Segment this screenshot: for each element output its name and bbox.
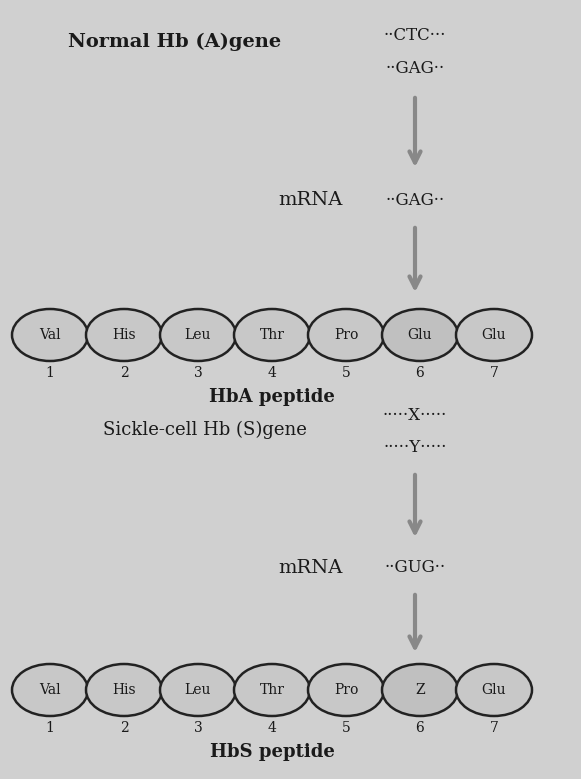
Text: 2: 2	[120, 721, 128, 735]
Text: ··GUG··: ··GUG··	[385, 559, 446, 576]
Ellipse shape	[86, 309, 162, 361]
Text: ·····X·····: ·····X·····	[383, 407, 447, 424]
Text: 1: 1	[45, 721, 55, 735]
Text: Sickle-cell Hb (S)gene: Sickle-cell Hb (S)gene	[103, 421, 307, 439]
Ellipse shape	[234, 664, 310, 716]
Text: His: His	[112, 328, 136, 342]
Text: Val: Val	[39, 683, 61, 697]
Text: 6: 6	[415, 366, 424, 380]
Text: Z: Z	[415, 683, 425, 697]
Text: 3: 3	[193, 721, 202, 735]
Text: Pro: Pro	[334, 328, 358, 342]
Text: ·····Y·····: ·····Y·····	[383, 439, 447, 456]
Ellipse shape	[12, 309, 88, 361]
Text: mRNA: mRNA	[278, 191, 342, 209]
Text: 4: 4	[268, 366, 277, 380]
Text: HbA peptide: HbA peptide	[209, 388, 335, 406]
Text: Thr: Thr	[260, 683, 285, 697]
Text: HbS peptide: HbS peptide	[210, 743, 335, 761]
Text: Leu: Leu	[185, 328, 211, 342]
Text: Thr: Thr	[260, 328, 285, 342]
Text: ··CTC···: ··CTC···	[383, 26, 446, 44]
Ellipse shape	[234, 309, 310, 361]
Ellipse shape	[456, 664, 532, 716]
Text: 2: 2	[120, 366, 128, 380]
Ellipse shape	[86, 664, 162, 716]
Ellipse shape	[160, 309, 236, 361]
Text: Glu: Glu	[408, 328, 432, 342]
Ellipse shape	[382, 309, 458, 361]
Text: Glu: Glu	[482, 683, 506, 697]
Ellipse shape	[456, 309, 532, 361]
Ellipse shape	[308, 664, 384, 716]
Text: 5: 5	[342, 721, 350, 735]
Text: Val: Val	[39, 328, 61, 342]
Ellipse shape	[308, 309, 384, 361]
Ellipse shape	[382, 664, 458, 716]
Text: His: His	[112, 683, 136, 697]
Text: Normal Hb (A)gene: Normal Hb (A)gene	[69, 33, 282, 51]
Text: 6: 6	[415, 721, 424, 735]
Text: Leu: Leu	[185, 683, 211, 697]
Text: 7: 7	[490, 721, 498, 735]
Text: 3: 3	[193, 366, 202, 380]
Text: 1: 1	[45, 366, 55, 380]
Text: 4: 4	[268, 721, 277, 735]
Ellipse shape	[160, 664, 236, 716]
Text: 5: 5	[342, 366, 350, 380]
Text: Pro: Pro	[334, 683, 358, 697]
Text: 7: 7	[490, 366, 498, 380]
Text: ··GAG··: ··GAG··	[385, 59, 444, 76]
Ellipse shape	[12, 664, 88, 716]
Text: ··GAG··: ··GAG··	[385, 192, 444, 209]
Text: Glu: Glu	[482, 328, 506, 342]
Text: mRNA: mRNA	[278, 559, 342, 577]
